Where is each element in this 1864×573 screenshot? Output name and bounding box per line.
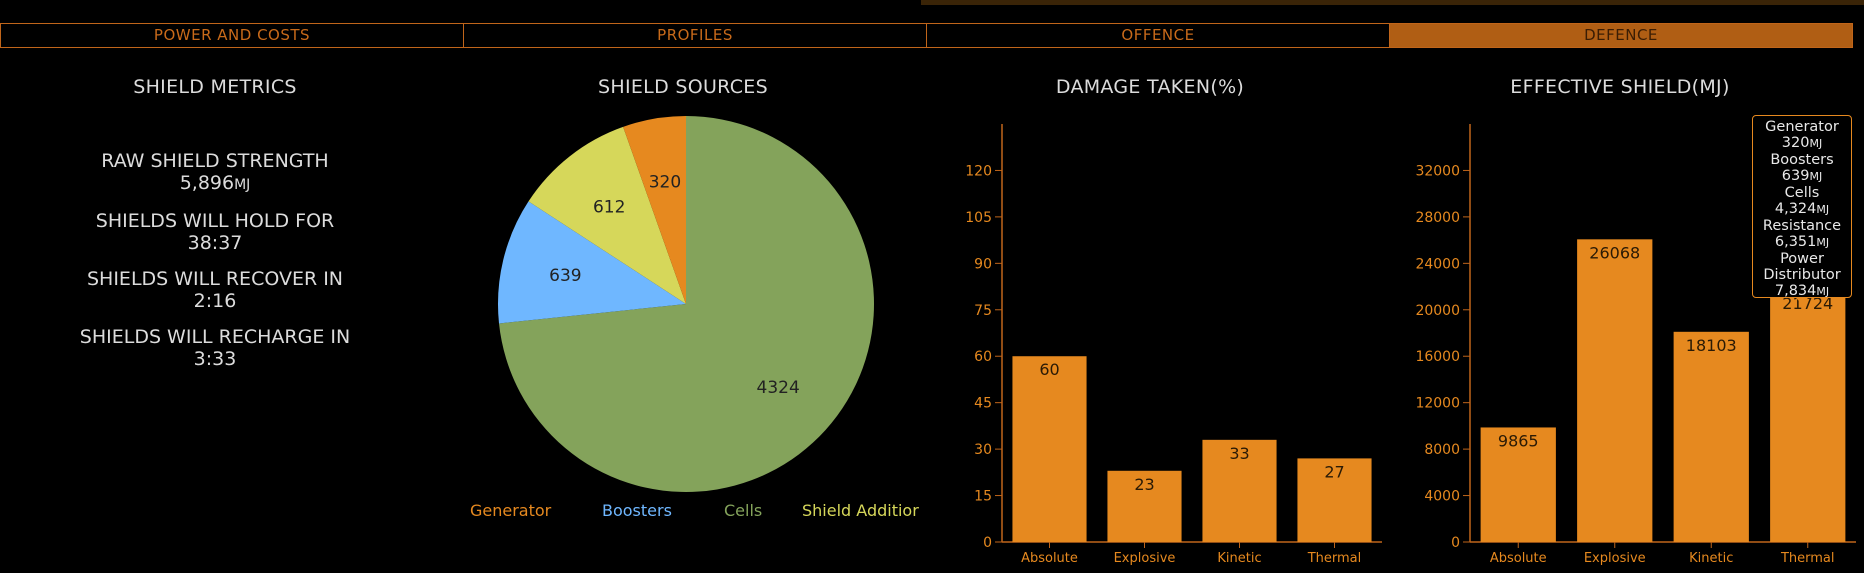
- bar-thermal[interactable]: [1297, 458, 1372, 542]
- tooltip-unit: MJ: [1816, 236, 1830, 249]
- tooltip-unit: MJ: [1809, 137, 1823, 150]
- bar-value-label: 27: [1324, 462, 1344, 481]
- y-tick-label: 45: [974, 396, 992, 412]
- tooltip-boosters-value: 639: [1781, 168, 1810, 184]
- y-tick-label: 120: [965, 163, 992, 179]
- metric-label: RAW SHIELD STRENGTH: [101, 150, 329, 172]
- shield-sources-pie-chart: 4324 639 612 320 Generator Boosters Cells Shiel…: [470, 116, 919, 520]
- y-tick-label: 24000: [1415, 256, 1460, 272]
- tooltip-cells-value: 4,324: [1774, 201, 1817, 217]
- shield-sources-title: SHIELD SOURCES: [598, 76, 768, 98]
- bar-value-label: 33: [1229, 444, 1249, 463]
- bar-absolute[interactable]: [1012, 356, 1087, 542]
- x-tick-label: Thermal: [1307, 551, 1362, 566]
- bar-value-label: 60: [1039, 360, 1059, 379]
- pie-slice-shield-additior[interactable]: [528, 126, 686, 304]
- legend-item-shield-additior[interactable]: Shield Additior: [802, 501, 919, 520]
- y-tick-label: 90: [974, 256, 992, 272]
- x-tick-label: Kinetic: [1689, 551, 1733, 566]
- y-tick-label: 12000: [1415, 396, 1460, 412]
- x-tick-label: Thermal: [1780, 551, 1835, 566]
- metric-raw-shield-strength: RAW SHIELD STRENGTH 5,896MJ: [40, 150, 390, 196]
- effective-shield-tooltip: Generator 320MJ Boosters 639MJ Cells 4,3…: [1752, 115, 1852, 299]
- x-tick-label: Explosive: [1114, 551, 1176, 566]
- bar-explosive[interactable]: [1107, 470, 1182, 542]
- pie-slice-label: 4324: [757, 378, 800, 398]
- legend-item-generator[interactable]: Generator: [470, 501, 552, 520]
- bar-value-label: 23: [1134, 475, 1154, 494]
- bar-value-label: 18103: [1686, 336, 1737, 355]
- x-tick-label: Kinetic: [1217, 551, 1261, 566]
- bar-value-label: 26068: [1589, 243, 1640, 262]
- y-tick-label: 75: [974, 303, 992, 319]
- damage-taken-bar-chart: 0 15 30 45 60 75 90 105 120 60 Absolute 23 Explosive…: [965, 124, 1382, 566]
- metric-shields-recharge: SHIELDS WILL RECHARGE IN 3:33: [40, 326, 390, 370]
- metric-value: 3:33: [193, 348, 237, 370]
- tooltip-cells-label: Cells: [1784, 185, 1820, 201]
- shield-metrics-list: RAW SHIELD STRENGTH 5,896MJ SHIELDS WILL…: [40, 150, 390, 384]
- damage-taken-title: DAMAGE TAKEN(%): [1055, 76, 1245, 98]
- pie-slice-label: 639: [549, 266, 581, 286]
- tab-defence[interactable]: DEFENCE: [1389, 24, 1852, 47]
- tab-offence[interactable]: OFFENCE: [926, 24, 1389, 47]
- metric-value: 38:37: [187, 232, 243, 254]
- tab-profiles[interactable]: PROFILES: [463, 24, 926, 47]
- bar-value-label: 9865: [1498, 431, 1539, 450]
- y-tick-label: 32000: [1415, 163, 1460, 179]
- bar-kinetic[interactable]: [1202, 439, 1277, 542]
- y-tick-label: 28000: [1415, 210, 1460, 226]
- y-tick-label: 16000: [1415, 349, 1460, 365]
- x-tick-label: Absolute: [1490, 551, 1547, 566]
- tooltip-boosters-label: Boosters: [1770, 152, 1834, 168]
- effective-shield-bar-chart: 0 4000 8000 12000 16000 20000 24000 28000 32000 9…: [1415, 124, 1856, 566]
- pie-slice-label: 612: [593, 198, 625, 218]
- pie-slice-boosters[interactable]: [498, 201, 686, 324]
- tab-power-and-costs[interactable]: POWER AND COSTS: [153, 26, 311, 44]
- tooltip-generator-value: 320: [1781, 135, 1810, 151]
- tooltip-distributor-label: Distributor: [1763, 267, 1841, 283]
- tab-bar: POWER AND COSTS PROFILES OFFENCE DEFENCE: [0, 23, 1853, 48]
- y-tick-label: 4000: [1424, 489, 1460, 505]
- metric-label: SHIELDS WILL RECOVER IN: [86, 268, 344, 290]
- x-tick-label: Absolute: [1021, 551, 1078, 566]
- bar-explosive[interactable]: [1577, 239, 1653, 543]
- pie-slice-generator[interactable]: [623, 116, 686, 304]
- tooltip-power-value: 7,834: [1774, 283, 1817, 299]
- bar-thermal[interactable]: [1770, 289, 1846, 542]
- y-tick-label: 15: [974, 489, 992, 505]
- bar-kinetic[interactable]: [1673, 331, 1749, 542]
- y-tick-label: 30: [974, 442, 992, 458]
- tooltip-unit: MJ: [1816, 285, 1830, 298]
- y-tick-label: 60: [974, 349, 992, 365]
- y-tick-label: 0: [1451, 535, 1460, 551]
- metric-unit: MJ: [234, 177, 251, 193]
- tooltip-generator-label: Generator: [1765, 119, 1839, 135]
- bar-absolute[interactable]: [1480, 427, 1556, 542]
- tooltip-unit: MJ: [1816, 203, 1830, 216]
- metric-label: SHIELDS WILL HOLD FOR: [95, 210, 335, 232]
- tooltip-unit: MJ: [1809, 170, 1823, 183]
- y-tick-label: 8000: [1424, 442, 1460, 458]
- tooltip-power-label: Power: [1780, 251, 1824, 267]
- metric-value: 5,896: [179, 172, 235, 194]
- effective-shield-title: EFFECTIVE SHIELD(MJ): [1510, 76, 1730, 98]
- legend-item-boosters[interactable]: Boosters: [602, 501, 672, 520]
- metric-shields-hold: SHIELDS WILL HOLD FOR 38:37: [40, 210, 390, 254]
- y-tick-label: 0: [983, 535, 992, 551]
- metric-label: SHIELDS WILL RECHARGE IN: [79, 326, 351, 348]
- tooltip-resistance-label: Resistance: [1762, 218, 1842, 234]
- y-tick-label: 105: [965, 210, 992, 226]
- y-tick-label: 20000: [1415, 303, 1460, 319]
- pie-slice-label: 320: [649, 173, 681, 193]
- tooltip-resistance-value: 6,351: [1774, 234, 1817, 250]
- pie-slice-cells[interactable]: [499, 116, 874, 492]
- x-tick-label: Explosive: [1584, 551, 1646, 566]
- metric-value: 2:16: [193, 290, 237, 312]
- legend-item-cells[interactable]: Cells: [724, 501, 762, 520]
- top-progress-strip: [921, 0, 1864, 5]
- tooltip-pointer: [1795, 297, 1809, 304]
- shield-metrics-title: SHIELD METRICS: [133, 76, 297, 98]
- metric-shields-recover: SHIELDS WILL RECOVER IN 2:16: [40, 268, 390, 312]
